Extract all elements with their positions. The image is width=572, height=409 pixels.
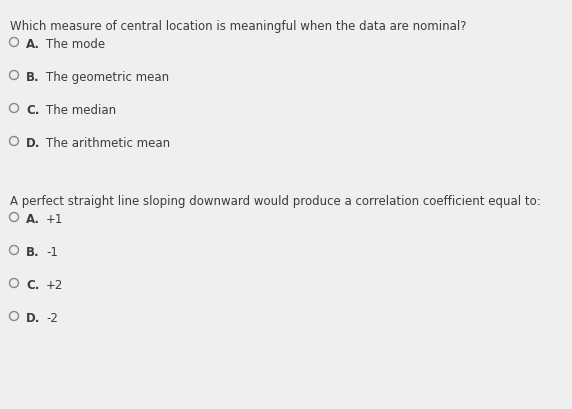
- Text: The mode: The mode: [46, 38, 105, 51]
- Text: A perfect straight line sloping downward would produce a correlation coefficient: A perfect straight line sloping downward…: [10, 195, 541, 207]
- Text: +1: +1: [46, 213, 63, 225]
- Text: B.: B.: [26, 71, 39, 84]
- Text: C.: C.: [26, 104, 39, 117]
- Text: A.: A.: [26, 213, 40, 225]
- Text: -1: -1: [46, 245, 58, 258]
- Text: The median: The median: [46, 104, 116, 117]
- Text: B.: B.: [26, 245, 39, 258]
- Text: The geometric mean: The geometric mean: [46, 71, 169, 84]
- Text: Which measure of central location is meaningful when the data are nominal?: Which measure of central location is mea…: [10, 20, 467, 33]
- Text: -2: -2: [46, 311, 58, 324]
- Text: D.: D.: [26, 137, 41, 150]
- Text: A.: A.: [26, 38, 40, 51]
- Text: D.: D.: [26, 311, 41, 324]
- Text: C.: C.: [26, 278, 39, 291]
- Text: +2: +2: [46, 278, 63, 291]
- Text: The arithmetic mean: The arithmetic mean: [46, 137, 170, 150]
